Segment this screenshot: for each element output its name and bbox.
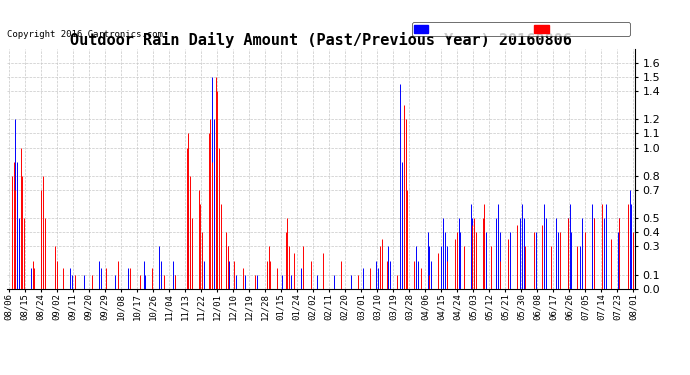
Legend: Previous (Inches), Past (Inches): Previous (Inches), Past (Inches) bbox=[412, 22, 630, 36]
Title: Outdoor Rain Daily Amount (Past/Previous Year) 20160806: Outdoor Rain Daily Amount (Past/Previous… bbox=[70, 32, 572, 48]
Text: Copyright 2016 Cartronics.com: Copyright 2016 Cartronics.com bbox=[7, 30, 163, 39]
